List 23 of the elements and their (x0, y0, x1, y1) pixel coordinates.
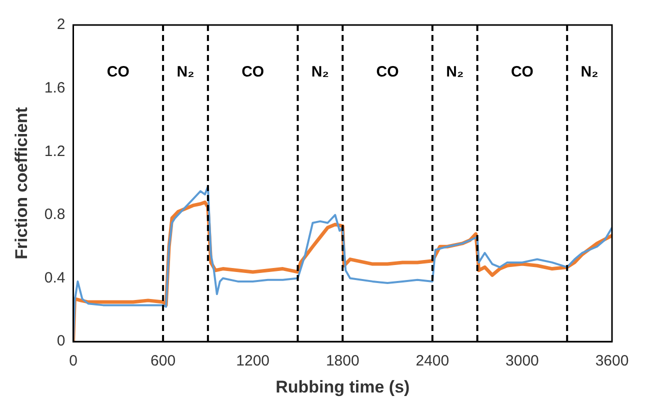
annotation: N₂ (580, 64, 598, 81)
annotation: N₂ (176, 64, 194, 81)
y-tick-label: 2 (56, 16, 66, 34)
annotation: CO (106, 64, 130, 81)
x-tick-label: 3600 (595, 352, 629, 370)
x-tick-label: 1800 (326, 352, 360, 370)
x-tick-label: 2400 (416, 352, 450, 370)
y-tick-label: 0.8 (44, 206, 66, 224)
x-tick-label: 600 (150, 352, 176, 370)
annotation: CO (376, 64, 400, 81)
y-tick-label: 0 (56, 332, 66, 350)
y-tick-label: 1.2 (44, 142, 66, 160)
annotation: N₂ (311, 64, 329, 81)
annotation: CO (510, 64, 534, 81)
annotation: N₂ (446, 64, 464, 81)
x-tick-label: 3000 (506, 352, 539, 370)
y-tick-label: 0.4 (44, 269, 66, 286)
x-tick-label: 1200 (236, 352, 270, 370)
y-tick-label: 1.6 (44, 79, 66, 96)
annotation: CO (242, 64, 264, 81)
x-axis-title: Rubbing time (s) (276, 377, 410, 396)
x-tick-label: 0 (69, 352, 78, 370)
y-axis-title: Friction coefficient (12, 106, 31, 260)
